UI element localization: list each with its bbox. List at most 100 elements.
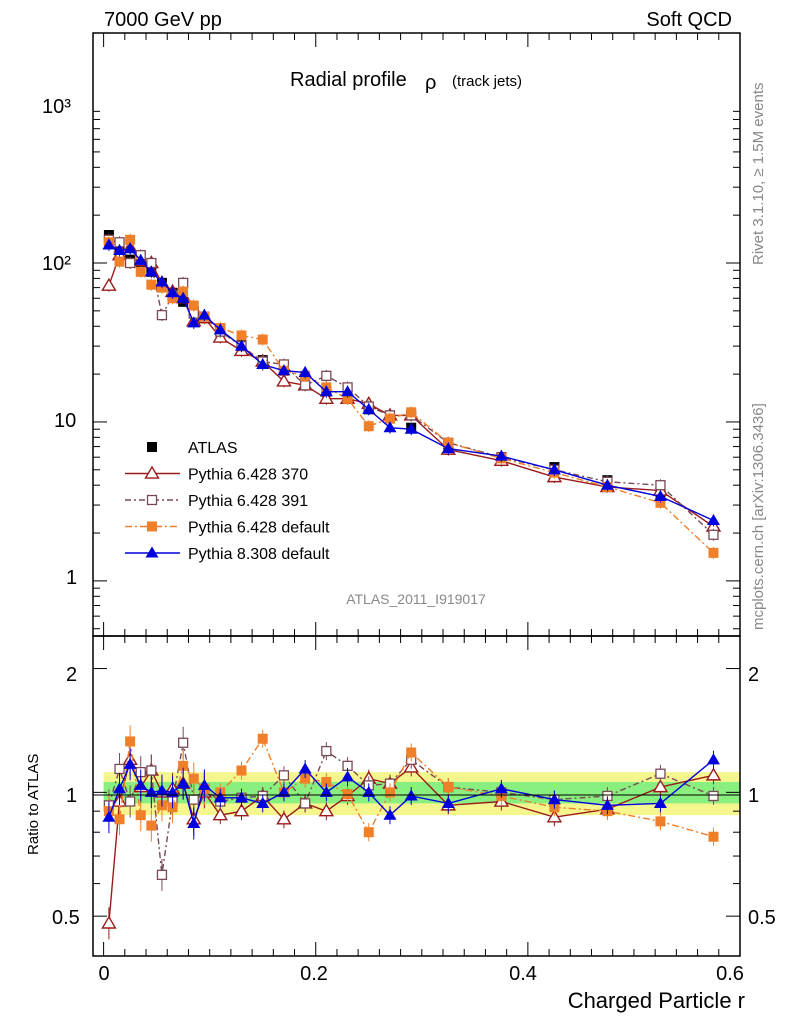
data-point (125, 234, 136, 245)
ratio-point (363, 827, 374, 838)
data-point (404, 422, 418, 434)
data-point (114, 256, 125, 267)
ratio-point (494, 782, 508, 794)
data-point (441, 442, 455, 454)
legend-label: Pythia 8.308 default (188, 546, 330, 563)
y-tick-label-10: 10 (54, 410, 76, 432)
ratio-point (197, 778, 211, 790)
data-point (156, 309, 168, 321)
data-point (706, 513, 720, 526)
data-point (257, 334, 268, 345)
ratio-point (652, 779, 669, 793)
header-right-title: Soft QCD (646, 9, 732, 31)
header-left-title: 7000 GeV pp (104, 9, 222, 31)
ratio-point (114, 763, 125, 775)
ratio-point (257, 733, 268, 744)
legend-marker (145, 546, 159, 558)
ratio-point (298, 762, 312, 774)
data-point (155, 275, 169, 287)
ratio-point (277, 785, 291, 797)
ratio-point (708, 831, 719, 842)
data-point (188, 300, 199, 311)
legend-label: Pythia 6.428 391 (188, 493, 308, 510)
ratio-point (653, 796, 667, 808)
legend-marker (147, 442, 157, 452)
ratio-point (146, 820, 157, 831)
series-line (108, 246, 714, 528)
ratio-point (319, 785, 333, 797)
legend-entry: ATLAS (147, 440, 238, 457)
ratio-point (123, 757, 137, 769)
ratio-point (321, 745, 332, 757)
legend-marker (144, 465, 160, 479)
ratio-point (176, 777, 190, 789)
data-point (384, 413, 395, 424)
data-point (383, 421, 397, 433)
ratio-point (178, 737, 189, 748)
ratio-point (144, 785, 158, 797)
data-point (236, 330, 247, 341)
data-point (363, 421, 374, 432)
ratio-point (124, 796, 136, 807)
side-rivet-label: Rivet 3.1.10, ≥ 1.5M events (750, 83, 767, 266)
ratio-point (600, 798, 614, 810)
data-point (708, 547, 719, 558)
ratio-y-tick-label-right-1: 1 (748, 785, 759, 807)
legend-entry: Pythia 8.308 default (125, 546, 330, 563)
ratio-point (178, 760, 189, 771)
data-point (102, 238, 116, 250)
ratio-point (383, 808, 397, 820)
ratio-y-tick-label-1: 1 (66, 785, 77, 807)
ratio-point (342, 789, 353, 800)
legend-marker (146, 494, 158, 506)
ratio-point (134, 778, 148, 790)
data-point (342, 393, 353, 404)
x-axis-label: Charged Particle r (568, 988, 745, 1013)
ratio-point (156, 869, 168, 881)
legend-label: Pythia 6.428 default (188, 520, 330, 537)
legend-marker (147, 521, 157, 532)
ratio-point (547, 793, 561, 805)
plot-title-symbol: ρ (425, 72, 436, 94)
ratio-point (256, 796, 270, 808)
analysis-id: ATLAS_2011_I919017 (346, 591, 486, 607)
ratio-point (278, 770, 290, 781)
ratio-point (155, 784, 169, 796)
data-point (655, 480, 666, 491)
ratio-point (406, 747, 417, 758)
ratio-point (705, 767, 722, 781)
ratio-point (101, 915, 117, 929)
legend-label: ATLAS (188, 440, 238, 457)
ratio-y-tick-label-0.5: 0.5 (52, 907, 80, 929)
ratio-point (708, 790, 719, 802)
y-tick-label-1000: 10³ (42, 96, 71, 118)
data-point (600, 478, 614, 490)
ratio-point (102, 810, 116, 822)
ratio-point (233, 803, 250, 817)
ratio-point (655, 768, 666, 779)
plot-title: Radial profile (290, 69, 407, 91)
data-point (341, 385, 355, 397)
series-line (108, 239, 714, 536)
y-tick-label-1: 1 (66, 567, 77, 589)
ratio-point (166, 785, 180, 797)
data-point (187, 316, 201, 328)
data-point (135, 266, 146, 277)
data-point (166, 286, 180, 298)
ratio-y-tick-label-2: 2 (66, 664, 77, 686)
series-line (108, 237, 714, 554)
side-mcplots-label: mcplots.cern.ch [arXiv:1306.3436] (750, 403, 767, 630)
data-point (197, 308, 211, 320)
ratio-point (546, 809, 563, 823)
ratio-point (443, 782, 454, 793)
data-point (655, 497, 666, 508)
series-pythia-6-428-default (103, 233, 719, 559)
series-pythia-8-308-default (102, 238, 720, 527)
ratio-point (114, 814, 125, 825)
ratio-point (234, 791, 248, 803)
data-point (144, 265, 158, 277)
ratio-point (188, 773, 199, 784)
ratio-y-tick-label-right-2: 2 (748, 664, 759, 686)
ratio-point (113, 782, 127, 794)
ratio-point (362, 785, 376, 797)
